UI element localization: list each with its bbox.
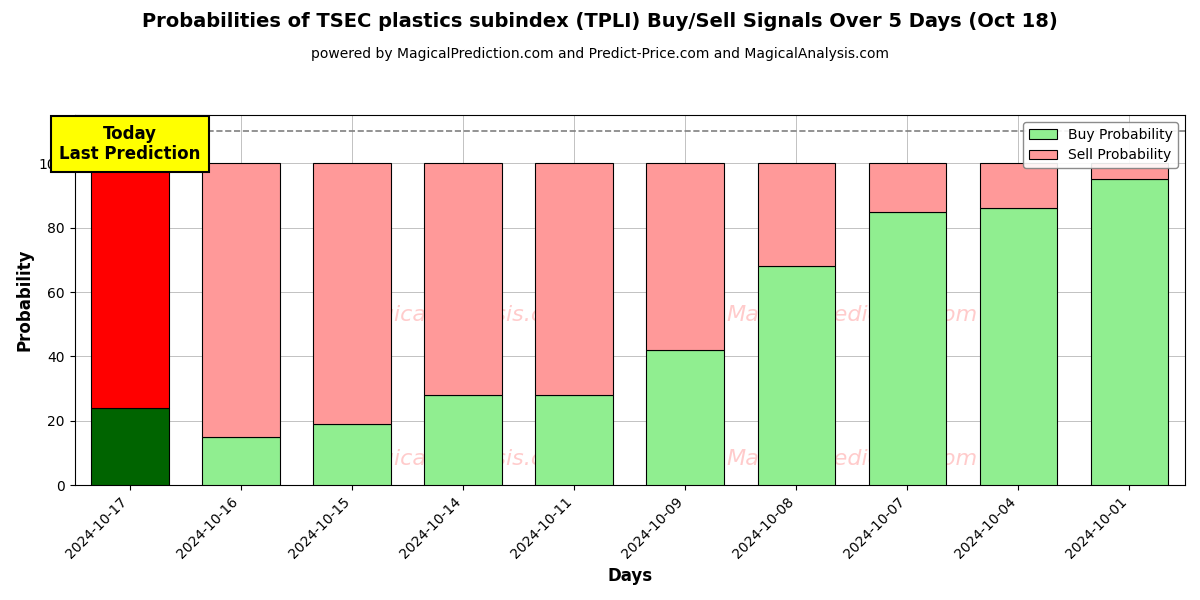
Bar [1091,163,1169,179]
Bar [869,163,947,212]
Bar [757,163,835,266]
Text: MagicalPrediction.com: MagicalPrediction.com [726,305,978,325]
Bar [203,163,280,437]
Bar [91,408,169,485]
Text: powered by MagicalPrediction.com and Predict-Price.com and MagicalAnalysis.com: powered by MagicalPrediction.com and Pre… [311,47,889,61]
X-axis label: Days: Days [607,567,653,585]
Bar [1091,179,1169,485]
Bar [203,437,280,485]
Bar [425,163,502,395]
Bar [647,350,725,485]
Bar [647,163,725,350]
Text: MagicalPrediction.com: MagicalPrediction.com [726,449,978,469]
Bar [535,163,613,395]
Text: MagicalAnalysis.com: MagicalAnalysis.com [348,449,578,469]
Bar [535,395,613,485]
Bar [757,266,835,485]
Bar [313,424,391,485]
Text: MagicalAnalysis.com: MagicalAnalysis.com [348,305,578,325]
Bar [425,395,502,485]
Bar [979,208,1057,485]
Text: Today
Last Prediction: Today Last Prediction [60,125,200,163]
Text: Probabilities of TSEC plastics subindex (TPLI) Buy/Sell Signals Over 5 Days (Oct: Probabilities of TSEC plastics subindex … [142,12,1058,31]
Bar [869,212,947,485]
Bar [313,163,391,424]
Bar [91,163,169,408]
Legend: Buy Probability, Sell Probability: Buy Probability, Sell Probability [1024,122,1178,168]
Bar [979,163,1057,208]
Y-axis label: Probability: Probability [16,249,34,352]
